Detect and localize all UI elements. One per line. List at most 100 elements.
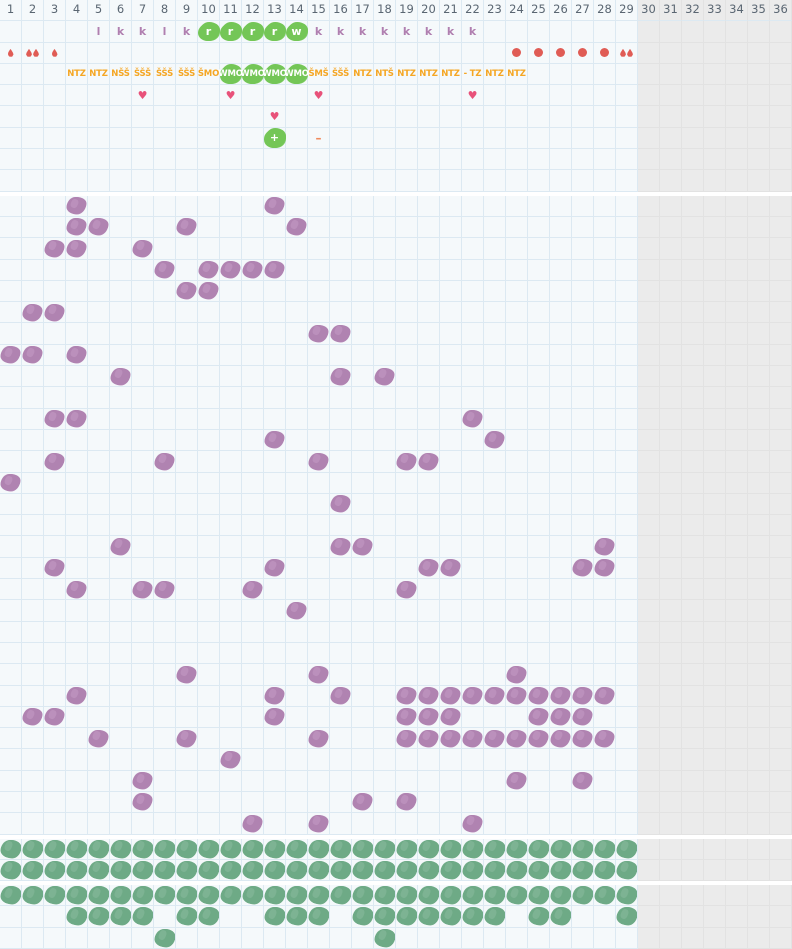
column-header-30[interactable]: 30 [638,0,660,22]
grid-cell[interactable] [110,493,132,516]
grid-cell[interactable] [528,642,550,665]
grid-cell[interactable] [616,170,638,192]
grid-cell[interactable] [374,127,396,150]
grid-cell[interactable] [484,579,506,601]
grid-cell[interactable] [374,664,396,686]
grid-cell[interactable] [66,770,88,792]
grid-cell[interactable] [264,170,286,192]
marked-cell[interactable] [440,859,462,882]
grid-cell[interactable] [286,642,308,665]
grid-cell[interactable] [770,770,792,792]
grid-cell[interactable] [154,791,176,814]
marked-cell[interactable] [198,885,220,907]
grid-cell[interactable] [682,387,704,409]
grid-cell[interactable] [396,472,418,494]
grid-cell[interactable] [484,557,506,580]
marked-cell[interactable] [484,906,506,928]
grid-cell[interactable] [176,170,198,192]
grid-cell[interactable] [198,106,220,128]
marked-cell[interactable] [396,451,418,473]
grid-cell[interactable] [0,664,22,686]
grid-cell[interactable] [110,642,132,665]
grid-cell[interactable] [154,195,176,217]
grid-cell[interactable] [308,149,330,171]
grid-cell[interactable] [88,557,110,580]
letter-row-cell[interactable]: r [220,21,242,43]
grid-cell[interactable] [572,302,594,324]
grid-cell[interactable] [638,621,660,643]
grid-cell[interactable] [616,302,638,324]
grid-cell[interactable] [748,149,770,171]
grid-cell[interactable] [132,642,154,665]
grid-cell[interactable] [44,906,66,928]
marked-cell[interactable] [462,859,484,882]
marked-cell[interactable] [418,906,440,928]
marked-cell[interactable] [66,216,88,239]
grid-cell[interactable] [440,493,462,516]
grid-cell[interactable] [440,770,462,792]
marked-cell[interactable] [484,685,506,707]
grid-cell[interactable] [374,302,396,324]
marked-cell[interactable] [220,259,242,281]
grid-cell[interactable] [0,706,22,729]
grid-cell[interactable] [616,728,638,750]
grid-cell[interactable] [132,813,154,835]
grid-cell[interactable] [572,85,594,107]
grid-cell[interactable] [638,791,660,814]
grid-cell[interactable] [462,195,484,217]
marked-cell[interactable] [374,838,396,860]
grid-cell[interactable] [198,557,220,580]
grid-cell[interactable] [484,366,506,388]
grid-cell[interactable] [440,170,462,192]
grid-cell[interactable] [748,21,770,43]
grid-cell[interactable] [770,387,792,409]
grid-cell[interactable] [660,685,682,707]
grid-cell[interactable] [264,451,286,473]
grid-cell[interactable] [220,106,242,128]
grid-cell[interactable] [594,280,616,303]
grid-cell[interactable] [154,408,176,430]
marked-cell[interactable] [154,579,176,601]
grid-cell[interactable] [440,344,462,367]
grid-cell[interactable] [88,170,110,192]
grid-cell[interactable] [22,238,44,260]
grid-cell[interactable] [550,408,572,430]
grid-cell[interactable] [374,106,396,128]
grid-cell[interactable] [462,280,484,303]
code-row-cell[interactable]: ŠŠŠ [176,63,198,86]
grid-cell[interactable] [308,42,330,64]
grid-cell[interactable] [748,728,770,750]
grid-cell[interactable] [770,515,792,537]
grid-cell[interactable] [594,791,616,814]
marked-cell[interactable] [330,859,352,882]
grid-cell[interactable] [572,216,594,239]
grid-cell[interactable] [198,429,220,452]
grid-cell[interactable] [242,728,264,750]
grid-cell[interactable] [242,557,264,580]
grid-cell[interactable] [0,536,22,558]
grid-cell[interactable] [154,366,176,388]
grid-cell[interactable] [462,770,484,792]
grid-cell[interactable] [616,642,638,665]
grid-cell[interactable] [220,366,242,388]
grid-cell[interactable] [572,515,594,537]
marked-cell[interactable] [264,859,286,882]
grid-cell[interactable] [132,302,154,324]
grid-cell[interactable] [0,408,22,430]
grid-cell[interactable] [638,408,660,430]
marked-cell[interactable] [396,685,418,707]
grid-cell[interactable] [638,21,660,43]
grid-cell[interactable] [308,557,330,580]
grid-cell[interactable] [308,642,330,665]
grid-cell[interactable] [88,621,110,643]
grid-cell[interactable] [528,927,550,949]
marked-cell[interactable] [198,259,220,281]
grid-cell[interactable] [506,579,528,601]
grid-cell[interactable] [330,706,352,729]
grid-cell[interactable] [308,106,330,128]
grid-cell[interactable] [528,63,550,86]
grid-cell[interactable] [462,259,484,281]
grid-cell[interactable] [330,408,352,430]
grid-cell[interactable] [66,664,88,686]
grid-cell[interactable] [88,472,110,494]
